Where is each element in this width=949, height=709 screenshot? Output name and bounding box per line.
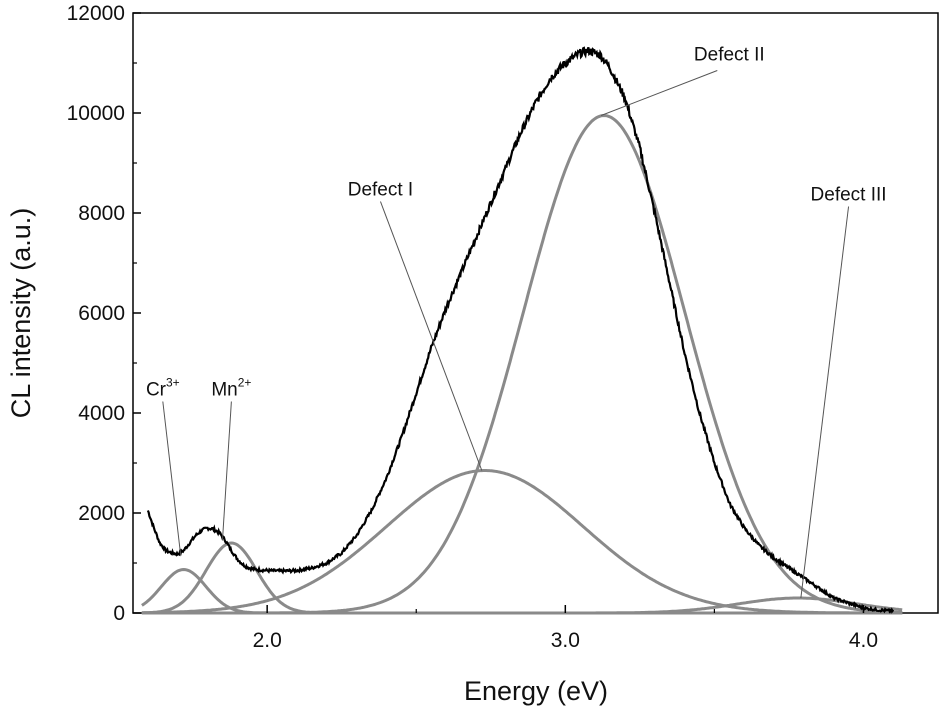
annotation-leader-4	[800, 206, 850, 599]
y-tick-label-1: 2000	[78, 502, 125, 525]
y-tick-label-4: 8000	[78, 202, 125, 225]
x-tick-label-1: 3.0	[551, 629, 580, 652]
y-tick-label-3: 6000	[78, 302, 125, 325]
y-tick-label-6: 12000	[67, 2, 125, 25]
measured-curve	[146, 46, 895, 614]
annotation-label-2: Defect I	[348, 180, 413, 201]
annotations: Cr3+ Mn2+ Defect I Defect II Defect III	[146, 45, 887, 599]
fit-components	[141, 113, 903, 615]
fit-component-4	[141, 596, 903, 615]
annotation-leader-0	[162, 401, 182, 556]
fit-component-2	[141, 469, 903, 615]
annotation-label-0: Cr3+	[146, 376, 180, 401]
y-tick-label-2: 4000	[78, 402, 125, 425]
x-tick-label-0: 2.0	[253, 629, 282, 652]
y-tick-label-5: 10000	[67, 102, 125, 125]
x-tick-label-2: 4.0	[849, 629, 878, 652]
annotation-label-3: Defect II	[694, 45, 765, 66]
x-axis-title: Energy (eV)	[464, 676, 608, 706]
axes: 0 2000 4000 6000 8000 10000 12000 2.0 3.0 4.0	[67, 2, 878, 652]
annotation-label-1: Mn2+	[211, 376, 251, 401]
annotation-leader-1	[221, 401, 232, 541]
y-axis-title: CL intensity (a.u.)	[6, 208, 36, 419]
annotation-leader-2	[379, 201, 483, 471]
annotation-label-4: Defect III	[811, 185, 887, 206]
annotation-leader-3	[600, 70, 718, 116]
fit-component-3	[141, 113, 903, 615]
y-tick-label-0: 0	[113, 602, 125, 625]
measured-spectrum	[146, 46, 895, 614]
